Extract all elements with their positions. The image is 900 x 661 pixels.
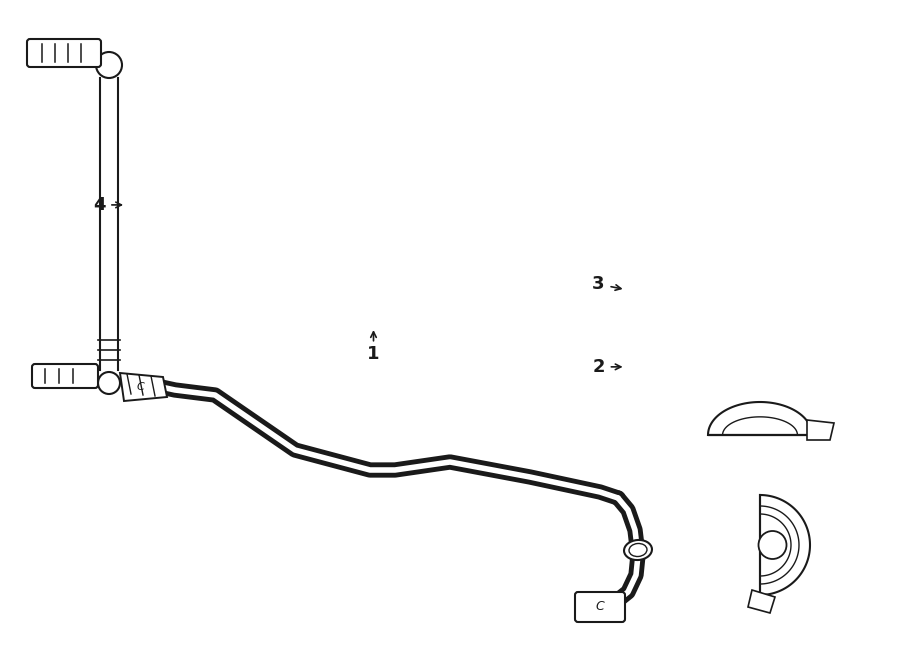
Text: C: C [596,600,605,613]
Polygon shape [760,495,810,595]
FancyBboxPatch shape [27,39,101,67]
Text: 1: 1 [367,344,380,363]
Polygon shape [120,373,167,401]
Text: 4: 4 [93,196,105,214]
Ellipse shape [624,540,652,560]
FancyBboxPatch shape [575,592,625,622]
Text: 3: 3 [592,275,605,293]
Polygon shape [748,590,775,613]
Polygon shape [708,402,812,435]
Circle shape [759,531,787,559]
Circle shape [96,52,122,78]
Polygon shape [807,420,834,440]
FancyBboxPatch shape [32,364,98,388]
Text: C: C [136,382,144,392]
Text: 2: 2 [592,358,605,376]
Circle shape [98,372,120,394]
